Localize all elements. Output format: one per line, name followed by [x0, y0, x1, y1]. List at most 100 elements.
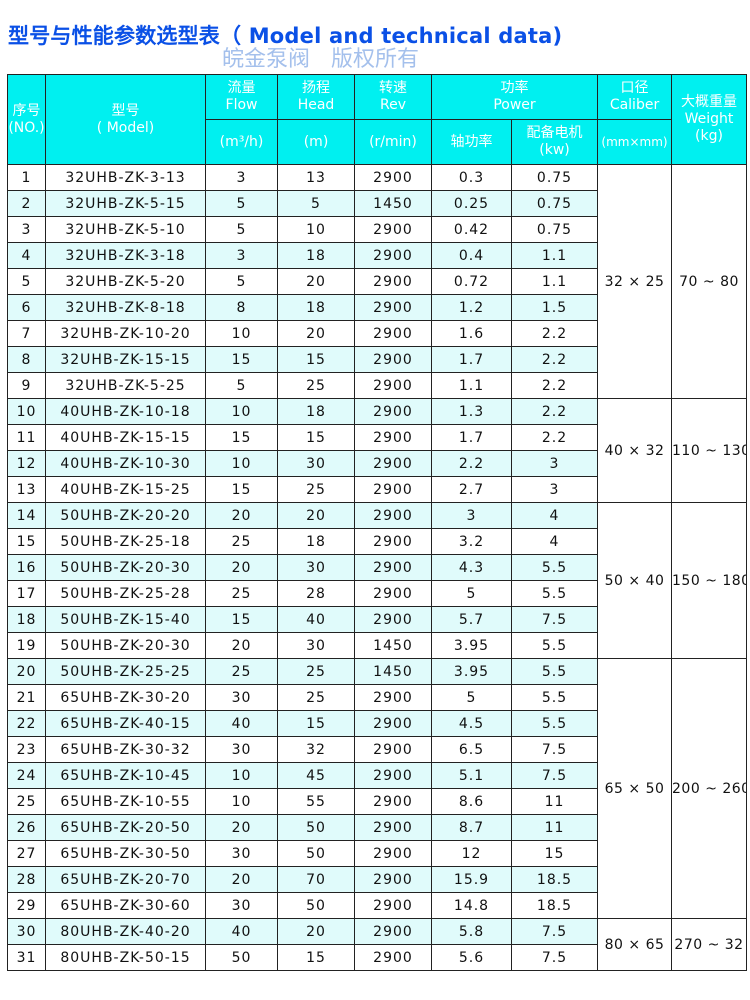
cell-model: 65UHB-ZK-30-32	[45, 736, 206, 763]
header-flow-unit: (m³/h)	[205, 119, 278, 165]
cell-flow: 10	[205, 320, 278, 347]
cell-flow: 10	[205, 762, 278, 789]
cell-shaft-power: 3	[431, 502, 512, 529]
cell-model: 65UHB-ZK-20-50	[45, 814, 206, 841]
cell-no: 6	[7, 294, 46, 321]
cell-model: 32UHB-ZK-15-15	[45, 346, 206, 373]
cell-model: 40UHB-ZK-10-18	[45, 398, 206, 425]
cell-head: 18	[277, 528, 355, 555]
cell-model: 32UHB-ZK-3-18	[45, 242, 206, 269]
table-row: 12 40UHB-ZK-10-30 10 30 2900 2.2 3	[7, 450, 747, 477]
table-row: 18 50UHB-ZK-15-40 15 40 2900 5.7 7.5	[7, 606, 747, 633]
cell-flow: 8	[205, 294, 278, 321]
cell-rev: 2900	[354, 684, 432, 711]
cell-motor-power: 4	[510, 528, 599, 555]
cell-weight: 270 ~ 32	[671, 918, 748, 971]
cell-shaft-power: 15.9	[431, 866, 512, 893]
table-row: 28 65UHB-ZK-20-70 20 70 2900 15.9 18.5	[7, 866, 747, 893]
cell-caliber: 80 × 65	[597, 918, 673, 971]
table-row: 14 50UHB-ZK-20-20 20 20 2900 3 4 50 × 40 150 ~ 1…	[7, 502, 748, 659]
cell-model: 50UHB-ZK-25-28	[45, 580, 206, 607]
cell-motor-power: 7.5	[510, 762, 599, 789]
cell-shaft-power: 4.3	[431, 554, 512, 581]
cell-head: 18	[277, 398, 355, 425]
cell-model: 65UHB-ZK-10-45	[45, 762, 206, 789]
cell-rev: 2900	[354, 242, 432, 269]
cell-flow: 30	[205, 840, 278, 867]
cell-motor-power: 5.5	[510, 632, 599, 659]
header-rev-en: Rev	[380, 97, 406, 113]
cell-caliber: 65 × 50	[597, 658, 673, 919]
cell-flow: 20	[205, 502, 278, 529]
cell-flow: 15	[205, 606, 278, 633]
cell-flow: 5	[205, 268, 278, 295]
page-title: 型号与性能参数选型表（ Model and technical data)	[8, 24, 563, 48]
cell-weight: 110 ~ 130	[671, 398, 748, 503]
header-weight-unit: (kg)	[695, 128, 723, 144]
header-head-en: Head	[297, 97, 335, 113]
cell-no: 5	[7, 268, 46, 295]
cell-head: 70	[277, 866, 355, 893]
cell-model: 40UHB-ZK-10-30	[45, 450, 206, 477]
header-head: 扬程 Head	[277, 74, 355, 120]
cell-flow: 15	[205, 346, 278, 373]
cell-rev: 2900	[354, 268, 432, 295]
cell-motor-power: 1.1	[510, 242, 599, 269]
cell-motor-power: 5.5	[510, 658, 599, 685]
cell-no: 14	[7, 502, 46, 529]
table-row: 22 65UHB-ZK-40-15 40 15 2900 4.5 5.5	[7, 710, 747, 737]
cell-head: 50	[277, 814, 355, 841]
cell-motor-power: 18.5	[510, 892, 599, 919]
cell-motor-power: 7.5	[510, 606, 599, 633]
cell-flow: 30	[205, 892, 278, 919]
cell-model: 40UHB-ZK-15-15	[45, 424, 206, 451]
table-row: 5 32UHB-ZK-5-20 5 20 2900 0.72 1.1	[7, 268, 747, 295]
cell-rev: 2900	[354, 736, 432, 763]
cell-motor-power: 0.75	[510, 190, 599, 217]
header-rev-cn: 转速	[379, 80, 407, 96]
cell-shaft-power: 1.7	[431, 346, 512, 373]
cell-flow: 5	[205, 216, 278, 243]
cell-model: 50UHB-ZK-25-18	[45, 528, 206, 555]
cell-head: 25	[277, 684, 355, 711]
cell-motor-power: 1.1	[510, 268, 599, 295]
header-caliber-unit: (mm×mm)	[597, 119, 673, 165]
cell-weight: 70 ~ 80	[671, 164, 748, 399]
table-row: 19 50UHB-ZK-20-30 20 30 1450 3.95 5.5	[7, 632, 747, 659]
header-flow: 流量 Flow	[205, 74, 278, 120]
cell-model: 65UHB-ZK-30-50	[45, 840, 206, 867]
cell-head: 15	[277, 710, 355, 737]
cell-no: 30	[7, 918, 46, 945]
cell-head: 30	[277, 450, 355, 477]
cell-shaft-power: 8.6	[431, 788, 512, 815]
cell-shaft-power: 1.2	[431, 294, 512, 321]
table-row: 1 32UHB-ZK-3-13 3 13 2900 0.3 0.75 32 × 25 70 ~ …	[7, 164, 748, 399]
cell-flow: 30	[205, 736, 278, 763]
header-model-en: ( Model)	[96, 119, 155, 136]
cell-rev: 2900	[354, 164, 432, 191]
cell-no: 12	[7, 450, 46, 477]
cell-motor-power: 4	[510, 502, 599, 529]
cell-shaft-power: 5.7	[431, 606, 512, 633]
cell-caliber: 32 × 25	[597, 164, 673, 399]
cell-no: 19	[7, 632, 46, 659]
cell-flow: 40	[205, 710, 278, 737]
cell-no: 7	[7, 320, 46, 347]
cell-motor-power: 5.5	[510, 554, 599, 581]
header-model-cn: 型号	[111, 102, 140, 119]
cell-no: 21	[7, 684, 46, 711]
cell-shaft-power: 2.2	[431, 450, 512, 477]
cell-motor-power: 3	[510, 450, 599, 477]
cell-flow: 10	[205, 788, 278, 815]
cell-no: 25	[7, 788, 46, 815]
cell-flow: 10	[205, 450, 278, 477]
header-motor-cn: 配备电机	[526, 125, 583, 141]
cell-head: 25	[277, 476, 355, 503]
cell-motor-power: 7.5	[510, 736, 599, 763]
cell-no: 18	[7, 606, 46, 633]
cell-model: 50UHB-ZK-20-30	[45, 632, 206, 659]
cell-model: 32UHB-ZK-3-13	[45, 164, 206, 191]
table-row: 25 65UHB-ZK-10-55 10 55 2900 8.6 11	[7, 788, 747, 815]
cell-no: 23	[7, 736, 46, 763]
table-row: 13 40UHB-ZK-15-25 15 25 2900 2.7 3	[7, 476, 747, 503]
